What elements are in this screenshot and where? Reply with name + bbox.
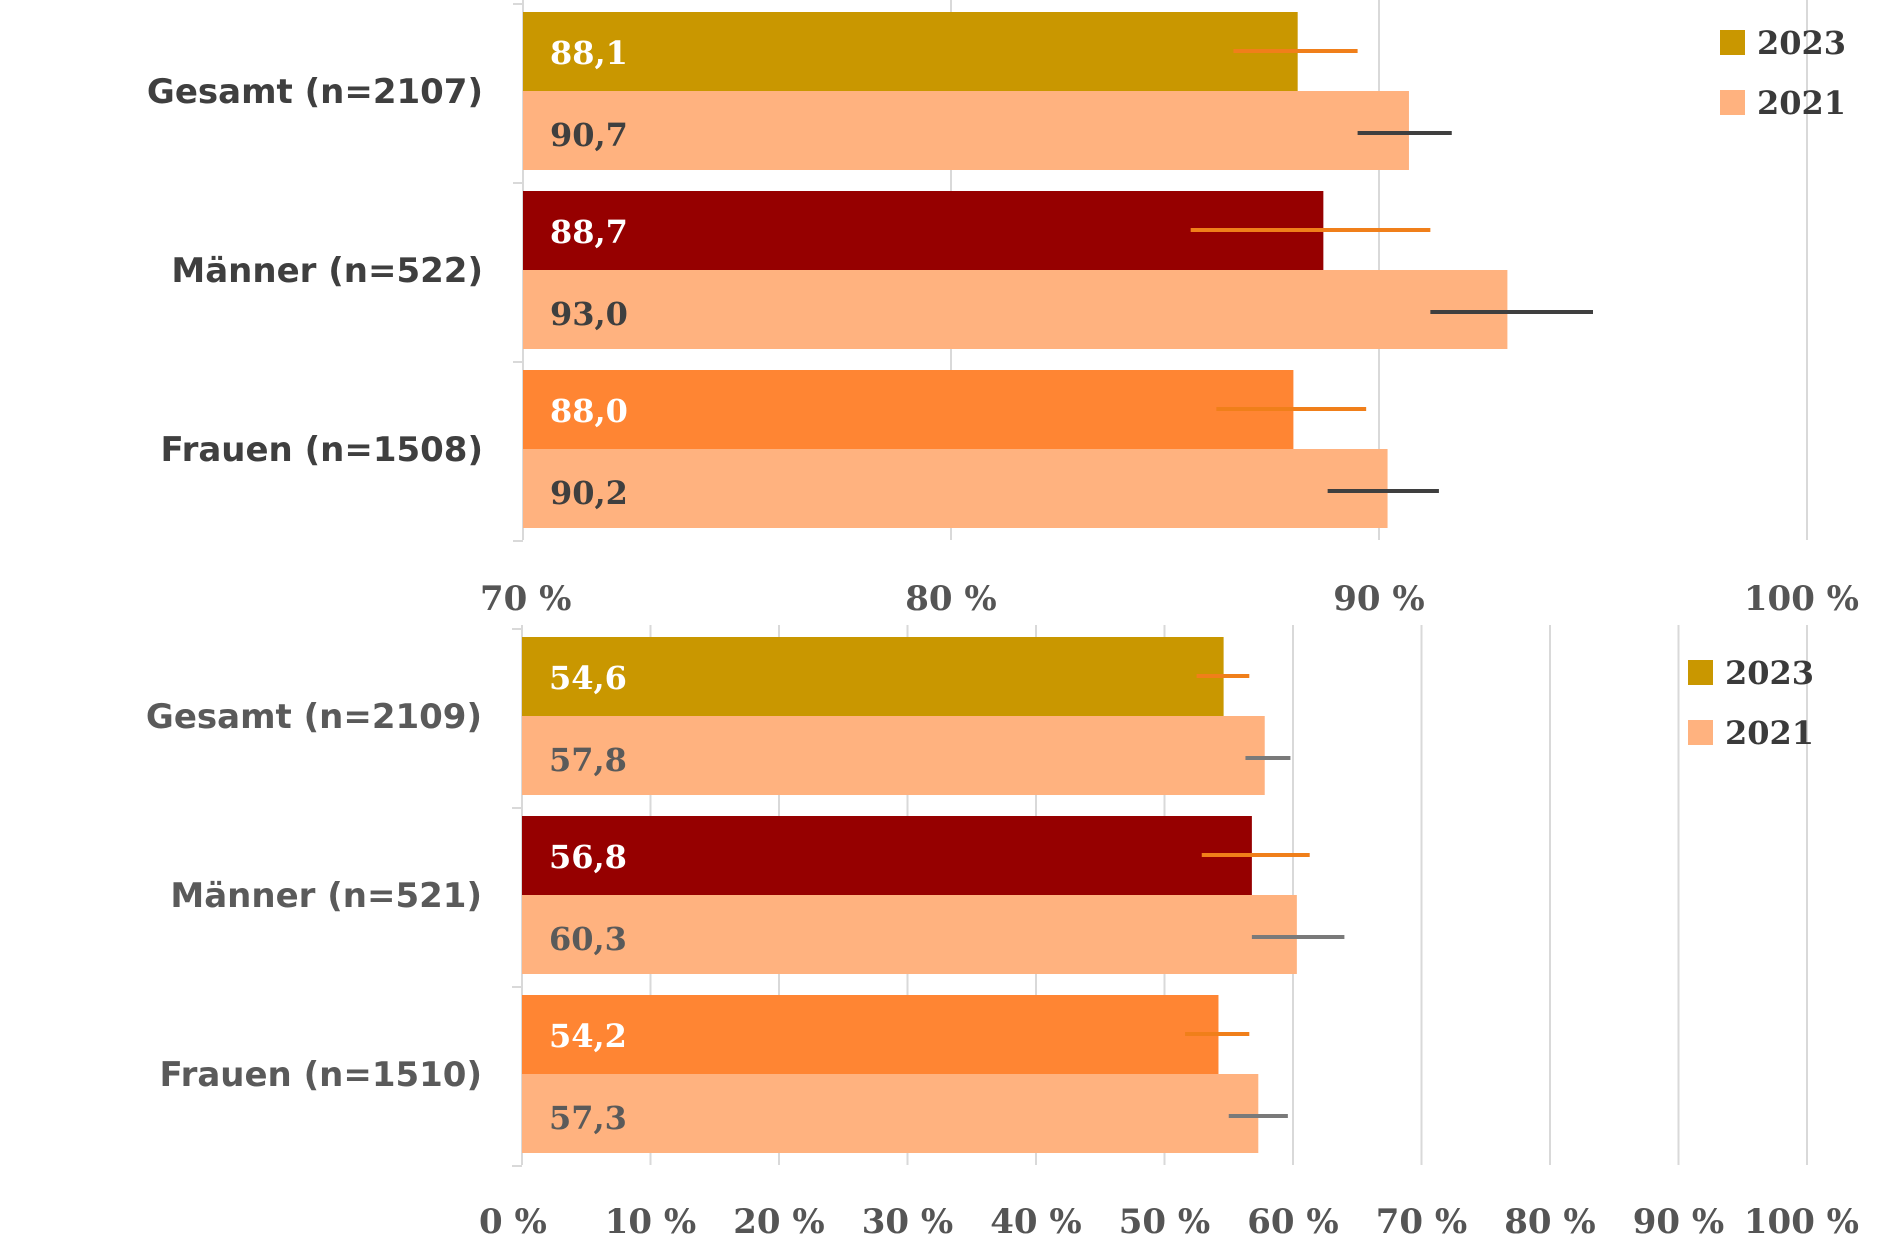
bar-2023-frauen	[522, 995, 1219, 1074]
legend-swatch-2023	[1688, 660, 1713, 685]
legend-swatch-2023	[1720, 30, 1745, 55]
x-tick-label: 50 %	[1119, 1202, 1210, 1242]
bar-2023-maenner	[522, 816, 1252, 895]
legend-label-2021: 2021	[1757, 84, 1846, 122]
legend-swatch-2021	[1720, 90, 1745, 115]
value-label-2021: 60,3	[549, 920, 627, 958]
value-label-2023: 56,8	[549, 838, 627, 876]
x-tick-label: 70 %	[1376, 1202, 1467, 1242]
x-tick-label: 100 %	[1744, 1202, 1859, 1242]
category-label: Männer (n=521)	[170, 876, 482, 916]
category-label: Gesamt (n=2109)	[146, 697, 482, 737]
x-tick-label: 20 %	[733, 1202, 824, 1242]
x-tick-label: 80 %	[905, 579, 996, 619]
value-label-2023: 88,7	[550, 213, 628, 251]
value-label-2021: 90,2	[550, 474, 628, 512]
x-tick-label: 30 %	[862, 1202, 953, 1242]
value-label-2021: 90,7	[550, 116, 628, 154]
bar-2023-gesamt	[522, 637, 1224, 716]
x-tick-label: 0 %	[479, 1202, 547, 1242]
x-tick-label: 10 %	[605, 1202, 696, 1242]
x-tick-label: 40 %	[990, 1202, 1081, 1242]
bar-2021-maenner	[523, 270, 1508, 349]
value-label-2023: 88,1	[550, 34, 628, 72]
bar-2023-frauen	[523, 370, 1294, 449]
x-tick-label: 90 %	[1333, 579, 1424, 619]
x-tick-label: 90 %	[1633, 1202, 1724, 1242]
category-label: Frauen (n=1508)	[161, 430, 483, 470]
category-label: Männer (n=522)	[171, 251, 483, 291]
value-label-2021: 57,3	[549, 1099, 627, 1137]
bar-2021-frauen	[523, 449, 1388, 528]
bar-2021-maenner	[522, 895, 1297, 974]
legend-label-2023: 2023	[1757, 24, 1846, 62]
bar-2023-maenner	[523, 191, 1324, 270]
value-label-2021: 93,0	[550, 295, 628, 333]
bar-2023-gesamt	[523, 12, 1298, 91]
bar-2021-frauen	[522, 1074, 1259, 1153]
x-tick-label: 60 %	[1247, 1202, 1338, 1242]
value-label-2023: 54,6	[549, 659, 627, 697]
category-label: Frauen (n=1510)	[160, 1055, 482, 1095]
legend-label-2021: 2021	[1725, 714, 1814, 752]
x-tick-label: 80 %	[1504, 1202, 1595, 1242]
value-label-2023: 54,2	[549, 1017, 627, 1055]
value-label-2021: 57,8	[549, 741, 627, 779]
legend-label-2023: 2023	[1725, 654, 1814, 692]
category-label: Gesamt (n=2107)	[147, 72, 483, 112]
bar-2021-gesamt	[522, 716, 1265, 795]
x-tick-label: 100 %	[1744, 579, 1859, 619]
value-label-2023: 88,0	[550, 392, 628, 430]
bar-2021-gesamt	[523, 91, 1409, 170]
x-tick-label: 70 %	[480, 579, 571, 619]
legend-swatch-2021	[1688, 720, 1713, 745]
